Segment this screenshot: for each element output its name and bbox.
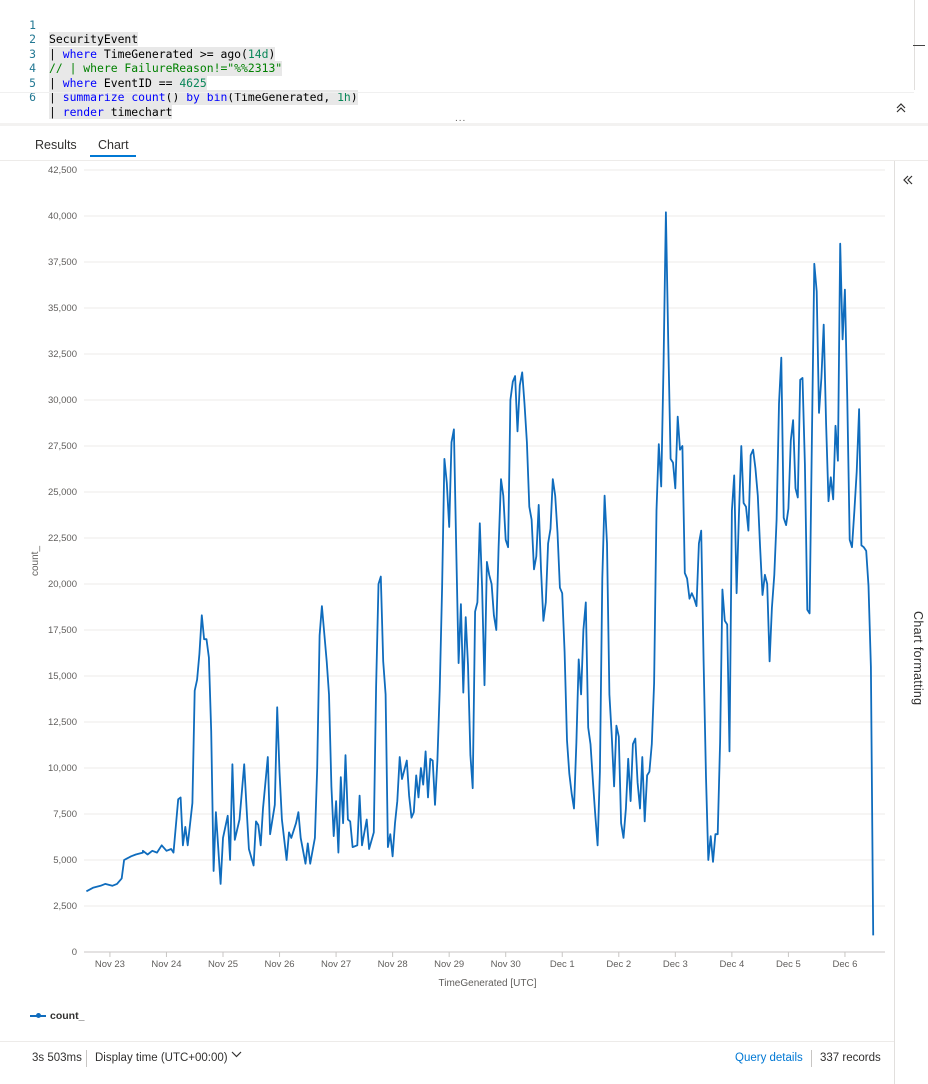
code-line-5: 5 | summarize count() by bin(TimeGenerat… <box>0 61 358 105</box>
pane-splitter[interactable] <box>0 123 928 126</box>
x-tick-label: Nov 25 <box>208 959 238 970</box>
x-tick-label: Dec 4 <box>719 959 744 970</box>
y-tick-label: 22,500 <box>48 533 77 544</box>
legend-item-count[interactable]: count_ <box>30 1008 84 1024</box>
query-editor[interactable]: 1 SecurityEvent 2 | where TimeGenerated … <box>0 0 928 124</box>
y-tick-label: 17,500 <box>48 625 77 636</box>
editor-divider <box>0 92 914 93</box>
y-tick-label: 10,000 <box>48 763 77 774</box>
status-separator <box>811 1050 812 1067</box>
series-line-count <box>85 211 875 936</box>
chart-formatting-panel: Chart formatting <box>894 161 928 1084</box>
status-separator <box>86 1050 87 1067</box>
record-count: 337 records <box>820 1052 881 1064</box>
x-axis-title: TimeGenerated [UTC] <box>439 978 537 989</box>
editor-overview-mark <box>913 45 925 46</box>
legend-label: count_ <box>50 1010 85 1022</box>
y-axis-title: count_ <box>30 546 41 576</box>
y-tick-label: 5,000 <box>53 855 77 866</box>
splitter-handle[interactable]: ... <box>455 113 467 124</box>
x-tick-label: Nov 29 <box>434 959 464 970</box>
x-tick-label: Dec 3 <box>663 959 688 970</box>
x-tick-label: Nov 30 <box>491 959 521 970</box>
y-tick-label: 27,500 <box>48 441 77 452</box>
y-tick-label: 20,000 <box>48 579 77 590</box>
y-tick-label: 7,500 <box>53 809 77 820</box>
y-tick-label: 2,500 <box>53 901 77 912</box>
code-text: | where EventID == 4625 <box>49 75 207 90</box>
line-number: 2 <box>29 32 36 46</box>
y-axis-ticks: 0 2,500 5,000 7,500 10,000 12,500 15,000 17,500… <box>48 165 77 958</box>
line-number: 6 <box>29 90 36 104</box>
code-text: // | where FailureReason!="%%2313" <box>49 61 283 76</box>
code-text: | render timechart <box>49 104 173 119</box>
chevron-down-icon[interactable] <box>231 1049 242 1063</box>
double-chevron-left-icon[interactable] <box>903 173 913 188</box>
status-divider <box>0 1041 894 1042</box>
code-line-2: 2 | where TimeGenerated >= ago(14d) <box>0 18 276 61</box>
y-tick-label: 37,500 <box>48 257 77 268</box>
query-details-link[interactable]: Query details <box>735 1052 803 1064</box>
series-group <box>85 211 875 936</box>
y-tick-label: 15,000 <box>48 671 77 682</box>
code-text: | summarize count() by bin(TimeGenerated… <box>49 90 358 105</box>
line-number: 5 <box>29 75 36 90</box>
y-tick-label: 35,000 <box>48 303 77 314</box>
chart-formatting-toggle[interactable]: Chart formatting <box>911 611 925 706</box>
x-tick-label: Nov 27 <box>321 959 351 970</box>
y-tick-label: 25,000 <box>48 487 77 498</box>
legend-line-icon <box>30 1010 46 1022</box>
y-tick-label: 0 <box>72 947 77 958</box>
code-text: | where TimeGenerated >= ago(14d) <box>49 46 276 61</box>
query-duration: 3s 503ms <box>32 1052 82 1064</box>
x-tick-label: Dec 5 <box>776 959 801 970</box>
y-tick-label: 30,000 <box>48 395 77 406</box>
y-tick-label: 40,000 <box>48 211 77 222</box>
code-line-6: 6 | render timechart <box>0 76 173 119</box>
x-tick-label: Nov 24 <box>151 959 181 970</box>
tab-chart[interactable]: Chart <box>98 138 129 152</box>
code-line-3: 3 // | where FailureReason!="%%2313" <box>0 32 283 76</box>
x-tick-label: Nov 23 <box>95 959 125 970</box>
x-axis-ticks: Nov 23 Nov 24 Nov 25 Nov 26 Nov 27 Nov 28 Nov … <box>95 952 858 970</box>
code-line-4: 4 | where EventID == 4625 <box>0 47 207 90</box>
tab-divider <box>0 160 928 161</box>
x-tick-label: Dec 2 <box>606 959 631 970</box>
code-table-name: SecurityEvent <box>49 32 139 46</box>
display-time-selector[interactable]: Display time (UTC+00:00) <box>95 1052 228 1064</box>
tab-results[interactable]: Results <box>35 138 77 152</box>
gridlines <box>84 169 885 953</box>
timechart[interactable]: 0 2,500 5,000 7,500 10,000 12,500 15,000 17,500… <box>0 161 894 1006</box>
x-tick-label: Dec 1 <box>550 959 575 970</box>
code-line-1: 1 SecurityEvent <box>0 3 139 46</box>
y-tick-label: 42,500 <box>48 165 77 176</box>
code-text: SecurityEvent <box>49 32 139 47</box>
y-tick-label: 32,500 <box>48 349 77 360</box>
result-tabs: Results Chart <box>0 130 928 160</box>
x-tick-label: Dec 6 <box>833 959 858 970</box>
x-tick-label: Nov 28 <box>378 959 408 970</box>
x-tick-label: Nov 26 <box>264 959 294 970</box>
line-number: 1 <box>29 17 36 32</box>
active-tab-indicator <box>90 155 136 157</box>
line-number: 3 <box>29 46 36 61</box>
y-tick-label: 12,500 <box>48 717 77 728</box>
line-number: 4 <box>29 61 36 75</box>
double-chevron-up-icon[interactable] <box>893 102 909 118</box>
